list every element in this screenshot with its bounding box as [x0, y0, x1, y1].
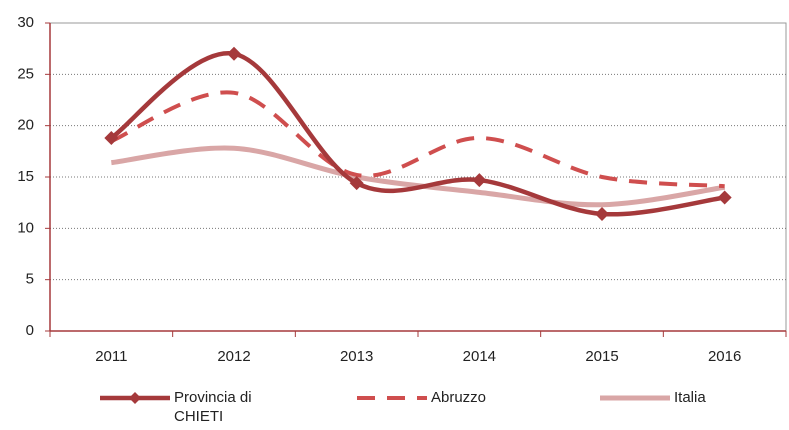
- x-tick-label: 2016: [708, 348, 741, 365]
- series-line: [109, 51, 725, 217]
- x-tick-label: 2011: [95, 348, 127, 365]
- series-line: [110, 90, 725, 189]
- x-tick-label: 2014: [463, 348, 496, 365]
- point-marker: [472, 173, 487, 188]
- y-tick-label: 0: [26, 322, 34, 339]
- point-marker: [349, 176, 364, 191]
- point-marker: [104, 130, 119, 145]
- legend-label: Provincia di CHIETI: [174, 389, 252, 425]
- point-marker: [717, 190, 732, 205]
- x-tick-label: 2012: [217, 348, 250, 365]
- y-tick-label: 30: [17, 14, 34, 31]
- y-tick-label: 20: [17, 117, 34, 134]
- point-marker: [595, 206, 609, 221]
- y-tick-label: 5: [26, 271, 34, 288]
- y-tick-label: 25: [17, 65, 34, 82]
- legend-label: Italia: [674, 389, 706, 406]
- y-tick-label: 10: [17, 219, 34, 236]
- legend-marker: [129, 392, 141, 404]
- point-marker: [227, 46, 241, 61]
- plot-frame: [49, 22, 787, 332]
- x-tick-label: 2013: [340, 348, 373, 365]
- series-line: [111, 145, 726, 208]
- legend-label: Abruzzo: [431, 389, 487, 406]
- y-tick-label: 15: [17, 168, 34, 185]
- x-tick-label: 2015: [585, 348, 618, 365]
